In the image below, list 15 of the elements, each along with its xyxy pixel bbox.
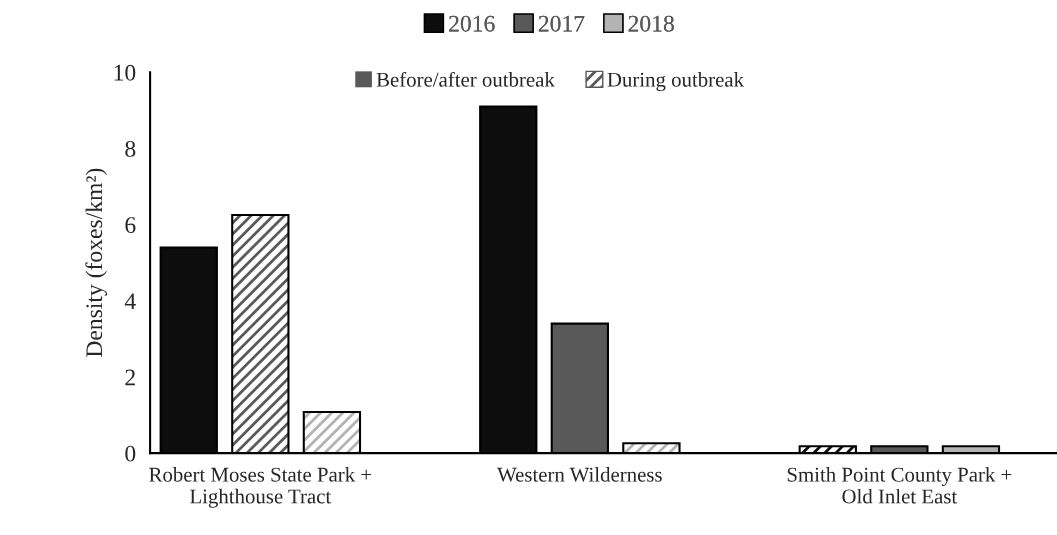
legend-label: 2018 [628,15,674,32]
y-tick-label: 6 [125,217,136,234]
x-tick-label: Smith Point County Park + Old Inlet East [787,467,1012,504]
x-tick-label: Robert Moses State Park + Lighthouse Tract [149,467,372,508]
y-tick-label: 2 [125,369,135,386]
legend-label: 2016 [449,15,495,32]
legend-label: 2017 [538,15,585,32]
annotation: During outbreak [607,72,745,92]
x-tick-label: Western Wilderness [497,467,662,482]
y-tick-label: 0 [125,445,136,462]
y-tick-label: 4 [124,293,136,309]
y-tick-label: 10 [114,64,136,81]
y-tick-label: 8 [125,140,136,157]
y-axis-title: Density (foxes/km²) [85,168,108,358]
annotation: Before/after outbreak [376,71,555,87]
